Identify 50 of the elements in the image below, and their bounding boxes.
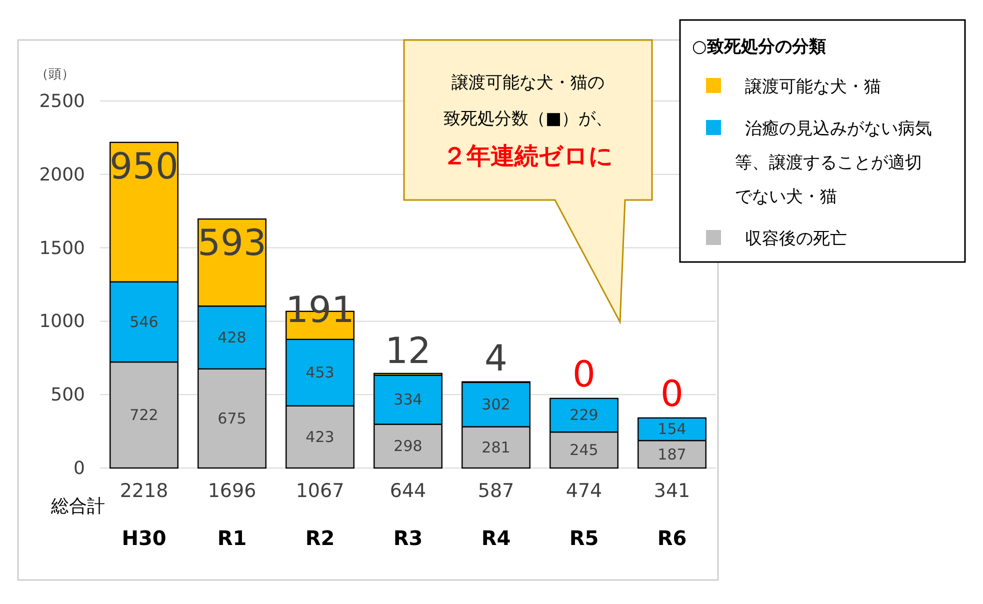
total-label: 2218 — [120, 480, 168, 502]
x-tick-label: H30 — [122, 526, 166, 550]
total-label: 1067 — [296, 480, 344, 502]
legend-label: 譲渡可能な犬・猫 — [745, 77, 881, 97]
data-label: 302 — [482, 396, 510, 414]
legend-label: 収容後の死亡 — [745, 229, 847, 249]
data-label: 187 — [658, 445, 686, 464]
x-tick-label: R6 — [657, 526, 687, 550]
y-tick-label: 1000 — [39, 311, 85, 332]
data-label: 154 — [658, 420, 686, 438]
total-label: 644 — [390, 480, 426, 502]
data-label: 722 — [130, 406, 158, 424]
data-label: 229 — [570, 406, 598, 424]
data-label: 281 — [482, 438, 510, 456]
total-label: 474 — [566, 480, 602, 502]
data-label: 0 — [660, 374, 684, 415]
x-tick-label: R2 — [305, 526, 335, 550]
x-tick-label: R1 — [217, 526, 247, 550]
x-tick-label: R3 — [393, 526, 423, 550]
data-label: 423 — [306, 428, 334, 446]
text: 譲渡可能な犬・猫の — [452, 73, 604, 93]
data-label: 12 — [385, 330, 431, 372]
y-tick-label: 2500 — [39, 91, 85, 112]
y-tick-label: 0 — [74, 458, 85, 479]
y-tick-label: 500 — [50, 384, 85, 406]
data-label: 546 — [130, 312, 158, 331]
data-label: 950 — [110, 146, 178, 188]
data-label: 453 — [306, 364, 334, 382]
data-label: 245 — [570, 441, 598, 460]
data-label: 428 — [218, 328, 246, 346]
annotation: 致死処分数（■）が、 — [443, 109, 613, 129]
legend-label: 治癒の見込みがない病気等、譲渡することが適切でない犬・猫 — [735, 119, 932, 207]
data-label: 675 — [218, 409, 246, 428]
x-tick-label: R4 — [481, 526, 511, 550]
data-label: 191 — [286, 290, 354, 331]
data-label: 298 — [394, 437, 422, 456]
total-label: 587 — [478, 480, 514, 502]
data-label: 4 — [484, 338, 508, 380]
data-label: 334 — [394, 390, 422, 409]
total-label: 341 — [654, 480, 690, 502]
data-label: 0 — [572, 354, 596, 396]
y-tick-label: 1500 — [39, 238, 85, 259]
legend-title: ○致死処分の分類 — [692, 37, 826, 57]
x-tick-label: R5 — [569, 526, 599, 550]
data-label: 593 — [198, 223, 266, 264]
y-axis-title: （頭） — [36, 67, 74, 82]
annotation: ２年連続ゼロに — [442, 142, 614, 170]
y-tick-label: 2000 — [39, 164, 85, 186]
total-label: 1696 — [208, 480, 256, 502]
text: 総合計 — [50, 496, 105, 517]
